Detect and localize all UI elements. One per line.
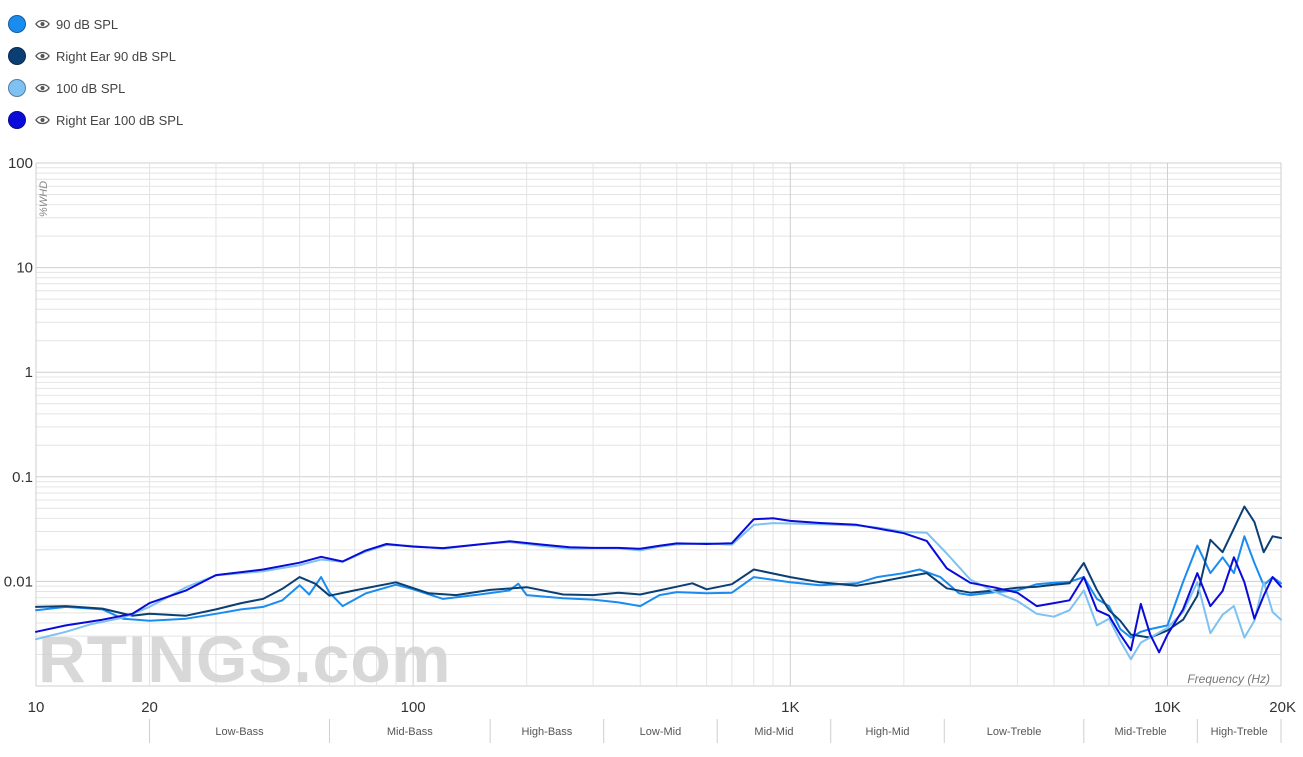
x-tick-label: 10K	[1154, 699, 1181, 716]
band-label: Low-Mid	[640, 726, 682, 738]
legend-label-right-ear-90db: Right Ear 90 dB SPL	[56, 48, 176, 64]
y-axis-label: %WHD	[38, 181, 50, 217]
x-tick-label: 10	[28, 699, 45, 716]
x-tick-label: 1K	[781, 699, 799, 716]
swatch-right-ear-90db	[8, 47, 26, 65]
y-tick-label: 100	[8, 155, 33, 172]
chart-grid	[35, 162, 1282, 687]
eye-icon[interactable]	[35, 114, 50, 126]
eye-icon[interactable]	[35, 82, 50, 94]
legend-label-right-ear-100db: Right Ear 100 dB SPL	[56, 112, 184, 128]
band-label: Low-Bass	[215, 726, 264, 738]
band-label: Mid-Mid	[754, 726, 793, 738]
y-tick-label: 1	[25, 364, 33, 381]
swatch-right-ear-100db	[8, 111, 26, 129]
legend-item-right-ear-100db[interactable]: Right Ear 100 dB SPL	[8, 104, 183, 136]
legend-label-100db: 100 dB SPL	[56, 80, 126, 96]
eye-icon[interactable]	[35, 50, 50, 62]
watermark: RTINGS.com	[38, 622, 451, 696]
band-label: High-Bass	[522, 726, 573, 738]
eye-icon[interactable]	[35, 18, 50, 30]
band-label: High-Mid	[866, 726, 910, 738]
series-line-1	[35, 535, 1282, 639]
legend-label-90db: 90 dB SPL	[56, 16, 119, 32]
x-tick-label: 20	[141, 699, 158, 716]
swatch-100db	[8, 79, 26, 97]
series-line-3	[35, 522, 1282, 661]
legend-item-right-ear-90db[interactable]: Right Ear 90 dB SPL	[8, 40, 183, 72]
y-tick-label: 0.1	[12, 469, 33, 486]
series-line-4	[35, 517, 1282, 654]
frequency-bands: Low-Bass Mid-Bass High-Bass Low-Mid Mid-Mid H…	[149, 719, 1282, 743]
legend-item-90db[interactable]: 90 dB SPL	[8, 8, 183, 40]
swatch-90db	[8, 15, 26, 33]
band-label: Mid-Bass	[387, 726, 433, 738]
x-axis-label: Frequency (Hz)	[1187, 672, 1270, 686]
y-tick-label: 10	[16, 260, 33, 277]
band-label: Mid-Treble	[1114, 726, 1166, 738]
band-label: High-Treble	[1211, 726, 1268, 738]
legend: 90 dB SPL Right Ear 90 dB SPL 100 dB SPL…	[8, 8, 183, 136]
x-tick-label: 100	[401, 699, 426, 716]
chart-axes: %WHD Frequency (Hz) 100 10 1 0.1 0.01 10 20 100…	[4, 155, 1296, 716]
chart-series	[35, 505, 1282, 661]
legend-item-100db[interactable]: 100 dB SPL	[8, 72, 183, 104]
band-label: Low-Treble	[987, 726, 1042, 738]
x-tick-label: 20K	[1269, 699, 1296, 716]
y-tick-label: 0.01	[4, 573, 33, 590]
